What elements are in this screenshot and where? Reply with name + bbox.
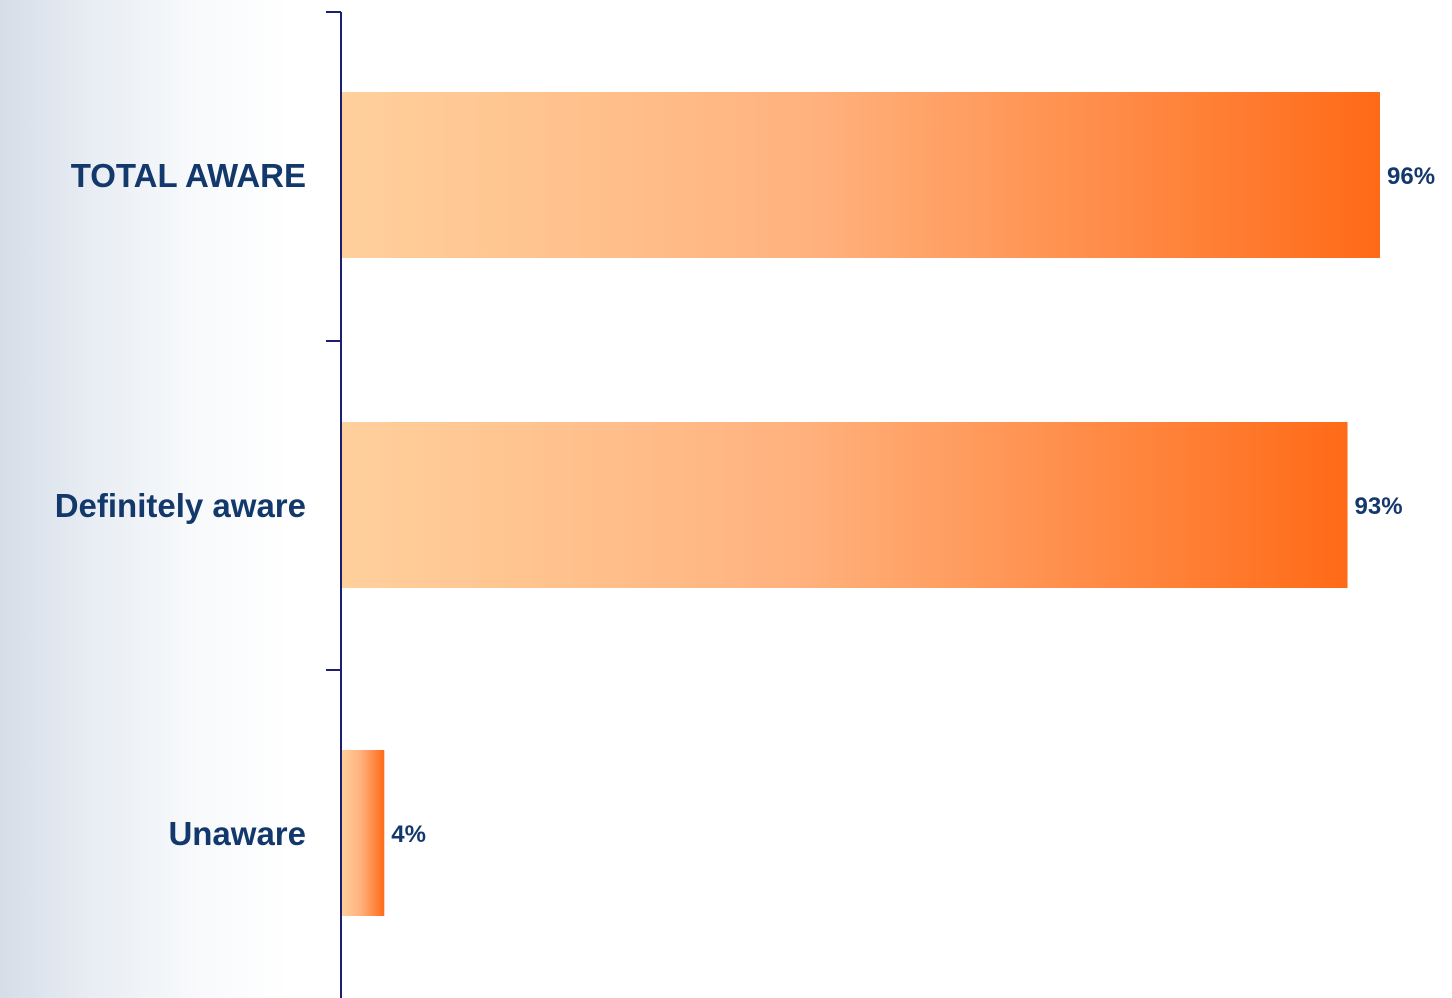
value-label-0: 96% bbox=[1387, 163, 1435, 190]
bar-0 bbox=[341, 92, 1380, 258]
bar-1 bbox=[341, 422, 1348, 588]
category-label-0: TOTAL AWARE bbox=[71, 157, 306, 194]
bars-layer bbox=[341, 92, 1380, 916]
value-label-2: 4% bbox=[391, 821, 426, 848]
bar-2 bbox=[341, 750, 385, 916]
category-label-1: Definitely aware bbox=[55, 487, 306, 524]
y-axis bbox=[326, 11, 342, 998]
value-label-1: 93% bbox=[1355, 493, 1403, 520]
labels-layer: TOTAL AWARE 96% Definitely aware 93% Unaware… bbox=[55, 157, 1435, 852]
category-label-2: Unaware bbox=[168, 815, 306, 852]
